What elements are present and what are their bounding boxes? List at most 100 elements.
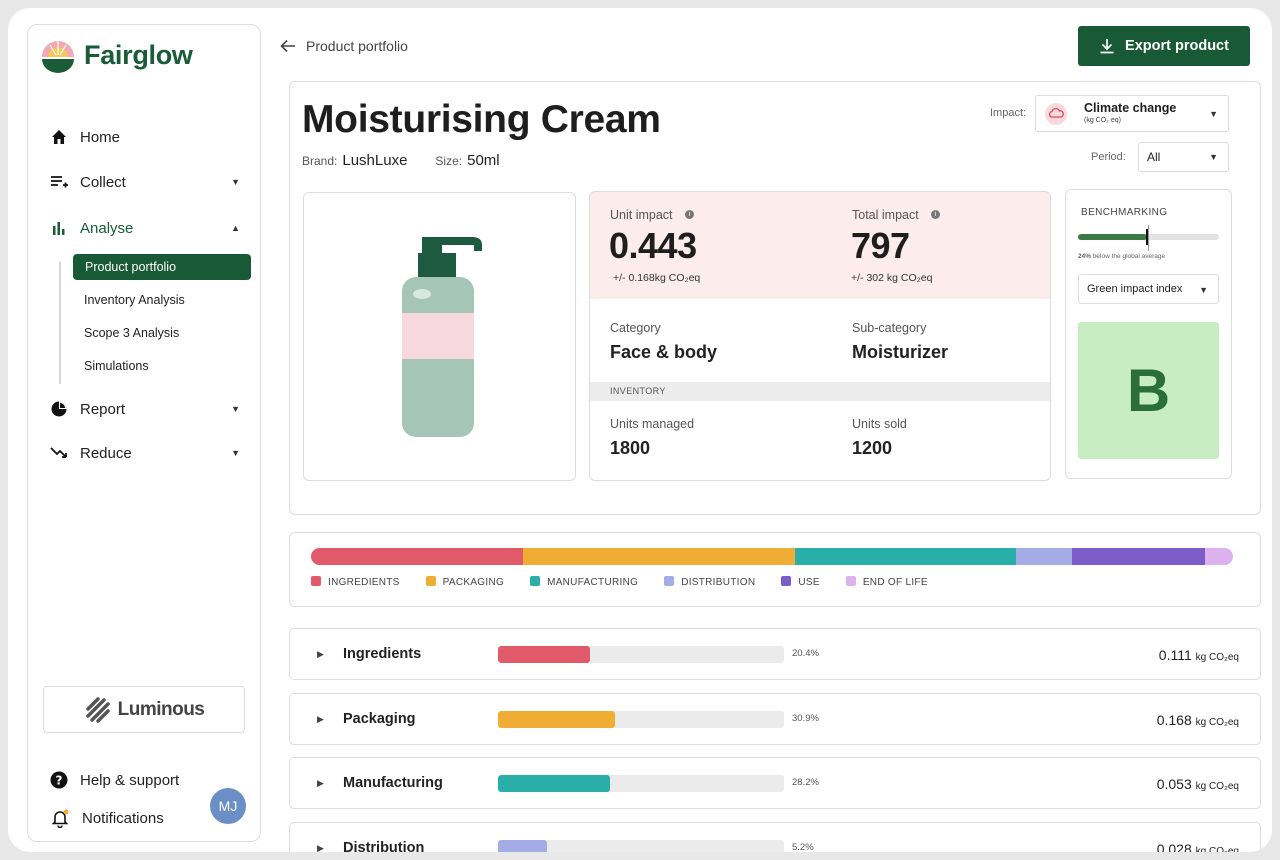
impact-unit: (kg CO₂ eq) [1084, 117, 1121, 124]
index-select[interactable]: Green impact index ▼ [1078, 274, 1219, 304]
stage-fill [498, 840, 547, 852]
legend-item: MANUFACTURING [530, 576, 638, 588]
nav-home[interactable]: Home [50, 128, 240, 146]
stage-value: 0.168 kg CO₂eq [1157, 712, 1239, 728]
subnav-inventory-analysis[interactable]: Inventory Analysis [84, 293, 185, 307]
app-logo[interactable]: Fairglow [40, 37, 193, 73]
stage-value-number: 0.168 [1156, 712, 1192, 728]
expand-caret-icon[interactable]: ▶ [317, 778, 324, 788]
period-label: Period: [1091, 151, 1126, 163]
benchmark-fill [1078, 234, 1148, 240]
export-product-button[interactable]: Export product [1078, 26, 1250, 66]
sidebar: Fairglow Home Collect ▼ Analyse ▲ Produc… [27, 24, 261, 842]
product-card: Moisturising Cream Brand: LushLuxe Size:… [289, 81, 1261, 515]
stage-name: Packaging [343, 711, 416, 727]
benchmark-marker [1146, 229, 1150, 245]
unit-impact-error: +/- 0.168kg CO₂eq [613, 272, 701, 284]
size-value: 50ml [467, 152, 500, 169]
nav-analyse-label: Analyse [80, 219, 134, 237]
legend-label: USE [798, 577, 820, 588]
subnav-scope3-analysis[interactable]: Scope 3 Analysis [84, 326, 180, 340]
impact-select[interactable]: Climate change (kg CO₂ eq) ▼ [1035, 95, 1229, 132]
nav-reduce-label: Reduce [80, 444, 132, 462]
stage-track [498, 646, 784, 663]
nav-reduce[interactable]: Reduce ▼ [50, 444, 240, 462]
bell-icon [51, 809, 69, 828]
user-avatar[interactable]: MJ [210, 788, 246, 824]
back-link[interactable]: Product portfolio [280, 38, 408, 54]
expand-caret-icon[interactable]: ▶ [317, 843, 324, 852]
notifications[interactable]: Notifications [50, 808, 240, 828]
units-managed-value: 1800 [610, 438, 651, 458]
global-average-line [1148, 225, 1149, 251]
stage-row-packaging[interactable]: ▶ Packaging 30.9% 0.168 kg CO₂eq [289, 693, 1261, 745]
stage-value: 0.053 kg CO₂eq [1157, 776, 1239, 792]
stage-percent: 30.9% [792, 713, 819, 724]
breadcrumb: Product portfolio [306, 38, 408, 54]
legend-label: PACKAGING [442, 577, 505, 588]
index-select-value: Green impact index [1087, 283, 1183, 295]
legend-swatch [311, 576, 321, 586]
nav-analyse[interactable]: Analyse ▲ [50, 219, 240, 237]
category-value: Face & body [610, 342, 718, 362]
export-label: Export product [1125, 38, 1229, 54]
stage-value-number: 0.028 [1156, 841, 1192, 852]
lifecycle-stacked-bar [311, 548, 1233, 565]
stacked-segment-distribution [1016, 548, 1072, 565]
expand-caret-icon[interactable]: ▶ [317, 714, 324, 724]
period-select[interactable]: All ▼ [1138, 142, 1229, 172]
chevron-down-icon: ▼ [1209, 152, 1218, 162]
chevron-down-icon: ▼ [231, 177, 240, 187]
info-icon[interactable]: i [931, 210, 940, 219]
stage-value-number: 0.111 [1158, 647, 1192, 663]
chevron-up-icon: ▲ [231, 223, 240, 233]
size-label: Size: [435, 154, 463, 168]
collect-icon [51, 176, 68, 188]
legend-item: DISTRIBUTION [664, 576, 755, 588]
lifecycle-breakdown: INGREDIENTS PACKAGING MANUFACTURING DISTRIB… [289, 532, 1261, 607]
total-impact-label: Total impact [852, 208, 919, 222]
units-sold-label: Units sold [852, 417, 907, 431]
stage-track [498, 711, 784, 728]
stage-row-ingredients[interactable]: ▶ Ingredients 20.4% 0.111 kg CO₂eq [289, 628, 1261, 680]
impact-label: Impact: [990, 107, 1027, 119]
stage-fill [498, 711, 616, 728]
arrow-left-icon [280, 39, 295, 53]
stage-row-distribution[interactable]: ▶ Distribution 5.2% 0.028 kg CO₂eq [289, 822, 1261, 852]
app-name: Fairglow [84, 39, 193, 70]
stacked-segment-use [1071, 548, 1206, 565]
nav-collect-label: Collect [80, 173, 126, 191]
unit-impact-label: Unit impact [610, 208, 673, 222]
chevron-down-icon: ▼ [1199, 285, 1208, 295]
cloud-icon [1045, 103, 1067, 125]
nav-collect[interactable]: Collect ▼ [50, 173, 240, 191]
stage-value-unit: kg CO₂eq [1195, 781, 1239, 792]
legend-swatch [781, 576, 792, 586]
stage-row-manufacturing[interactable]: ▶ Manufacturing 28.2% 0.053 kg CO₂eq [289, 757, 1261, 809]
chevron-down-icon: ▼ [1209, 109, 1218, 119]
pie-chart-icon [51, 401, 67, 417]
help-label: Help & support [80, 771, 180, 789]
luminous-logo-icon [85, 696, 110, 723]
legend-swatch [425, 576, 436, 586]
inventory-header: INVENTORY [590, 382, 1050, 401]
subnav-product-portfolio[interactable]: Product portfolio [73, 254, 251, 280]
nav-report[interactable]: Report ▼ [50, 400, 240, 418]
benchmark-note-bold: 24% [1078, 253, 1092, 260]
expand-caret-icon[interactable]: ▶ [317, 649, 324, 659]
lifecycle-legend: INGREDIENTS PACKAGING MANUFACTURING DISTRIB… [311, 576, 928, 588]
help-support[interactable]: ? Help & support [50, 771, 240, 789]
grade-badge: B [1078, 322, 1219, 459]
subnav-simulations[interactable]: Simulations [84, 359, 149, 373]
legend-swatch [845, 576, 856, 586]
legend-item: PACKAGING [425, 576, 505, 588]
stacked-segment-packaging [523, 548, 796, 565]
info-icon[interactable]: i [685, 210, 694, 219]
stacked-segment-end-of-life [1205, 548, 1233, 565]
period-value: All [1147, 150, 1161, 164]
product-image [303, 192, 576, 481]
stage-value-number: 0.053 [1156, 776, 1192, 792]
bar-chart-icon [53, 222, 65, 235]
stage-name: Ingredients [343, 646, 422, 662]
units-sold-value: 1200 [852, 438, 893, 458]
